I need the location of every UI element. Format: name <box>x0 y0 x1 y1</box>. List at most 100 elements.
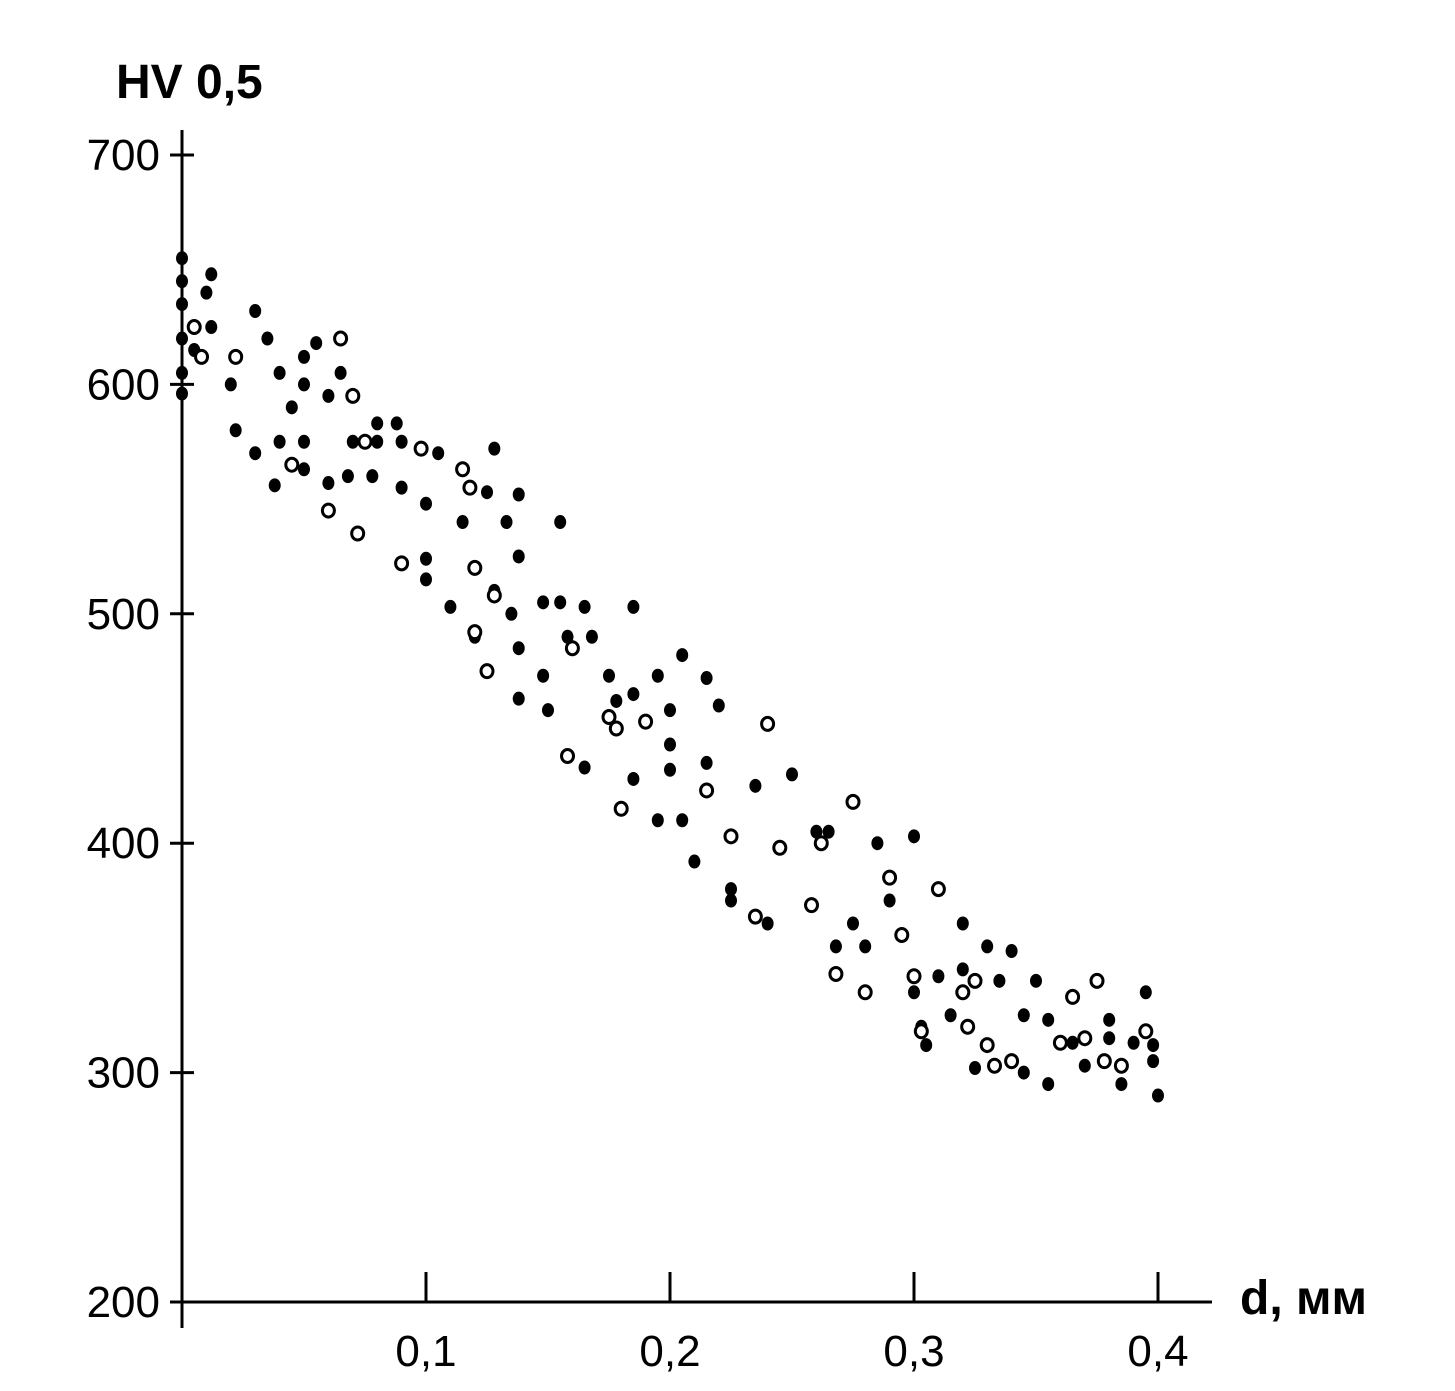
data-point-filled <box>512 487 525 502</box>
axis-ticks: 200 300 400 500 600 700 0,1 0,2 0,3 0,4 <box>87 131 1189 1376</box>
data-point-filled <box>1030 973 1042 988</box>
data-point-filled <box>1042 1077 1055 1092</box>
data-point-open <box>357 433 373 450</box>
data-point-open <box>967 972 983 989</box>
data-point-filled <box>700 755 713 770</box>
data-point-open <box>913 1023 929 1040</box>
data-point-filled <box>273 434 286 449</box>
data-point-open <box>1004 1053 1020 1070</box>
data-point-filled <box>627 687 640 702</box>
data-point-open <box>979 1037 995 1054</box>
data-point-filled <box>585 629 598 644</box>
data-point-filled <box>176 386 188 401</box>
data-point-open <box>1077 1030 1093 1047</box>
data-point-open <box>467 624 483 641</box>
data-point-filled <box>749 778 762 793</box>
data-point-open <box>1113 1057 1129 1074</box>
data-point-filled <box>651 813 664 828</box>
data-point-filled <box>346 434 359 449</box>
data-point-open <box>228 348 244 365</box>
x-tick-label: 0,4 <box>1127 1327 1188 1376</box>
data-point-open <box>804 897 820 914</box>
data-point-open <box>320 502 336 519</box>
data-point-open <box>284 456 300 473</box>
data-point-filled <box>1103 1012 1116 1027</box>
data-point-filled <box>537 595 550 610</box>
data-point-filled <box>420 551 432 566</box>
data-point-filled <box>444 599 457 614</box>
y-tick-label: 300 <box>87 1049 160 1098</box>
data-point-open <box>930 881 946 898</box>
data-point-filled <box>847 916 859 931</box>
data-point-filled <box>176 365 188 380</box>
data-point-filled <box>554 595 567 610</box>
data-point-filled <box>712 698 725 713</box>
data-point-filled <box>944 1008 957 1023</box>
data-point-filled <box>176 274 188 289</box>
data-point-filled <box>676 813 689 828</box>
data-point-filled <box>761 916 774 931</box>
data-point-open <box>1052 1034 1068 1051</box>
data-point-filled <box>456 515 469 530</box>
data-point-open <box>760 715 776 732</box>
data-point-open <box>845 793 861 810</box>
data-point-filled <box>390 416 403 431</box>
data-point-filled <box>578 599 591 614</box>
data-point-filled <box>627 771 640 786</box>
data-point-open <box>894 926 910 943</box>
data-point-filled <box>481 485 493 500</box>
data-point-filled <box>298 349 310 364</box>
data-point-filled <box>341 469 354 484</box>
data-point-open <box>1138 1023 1154 1040</box>
data-point-filled <box>920 1038 933 1053</box>
data-point-filled <box>610 693 623 708</box>
data-point-filled <box>310 336 323 351</box>
data-point-filled <box>871 836 884 851</box>
data-point-filled <box>1005 944 1018 959</box>
data-points <box>176 251 1164 1103</box>
data-point-filled <box>229 423 242 438</box>
data-point-filled <box>1147 1038 1160 1053</box>
data-point-open <box>413 440 429 457</box>
data-point-filled <box>859 939 872 954</box>
data-point-filled <box>298 462 310 477</box>
data-point-open <box>186 319 202 336</box>
data-point-open <box>699 782 715 799</box>
data-point-filled <box>298 377 310 392</box>
data-point-filled <box>1103 1031 1116 1046</box>
data-point-open <box>813 835 829 852</box>
data-point-open <box>486 587 502 604</box>
data-point-open <box>1065 988 1081 1005</box>
data-point-filled <box>725 893 737 908</box>
data-point-open <box>462 479 478 496</box>
data-point-filled <box>603 668 615 683</box>
data-point-filled <box>1147 1054 1160 1069</box>
data-point-filled <box>1017 1065 1030 1080</box>
data-point-filled <box>200 285 213 300</box>
data-point-filled <box>176 297 188 312</box>
data-point-filled <box>554 515 567 530</box>
y-tick-label: 600 <box>87 360 160 409</box>
data-point-filled <box>322 388 335 403</box>
y-axis-title: HV 0,5 <box>116 56 263 109</box>
data-point-filled <box>1078 1058 1091 1073</box>
data-point-filled <box>1127 1035 1140 1050</box>
data-point-filled <box>956 916 969 931</box>
data-point-filled <box>956 962 969 977</box>
data-point-open <box>906 968 922 985</box>
x-tick-label: 0,3 <box>883 1327 944 1376</box>
data-point-filled <box>537 668 550 683</box>
data-point-filled <box>432 446 445 461</box>
data-point-open <box>882 869 898 886</box>
data-point-filled <box>395 434 408 449</box>
data-point-filled <box>371 416 384 431</box>
data-point-filled <box>334 365 347 380</box>
data-point-filled <box>273 365 286 380</box>
y-tick-label: 500 <box>87 590 160 639</box>
data-point-open <box>613 800 629 817</box>
data-point-open <box>479 663 495 680</box>
data-point-filled <box>420 572 432 587</box>
data-point-open <box>608 720 624 737</box>
data-point-filled <box>908 985 920 1000</box>
